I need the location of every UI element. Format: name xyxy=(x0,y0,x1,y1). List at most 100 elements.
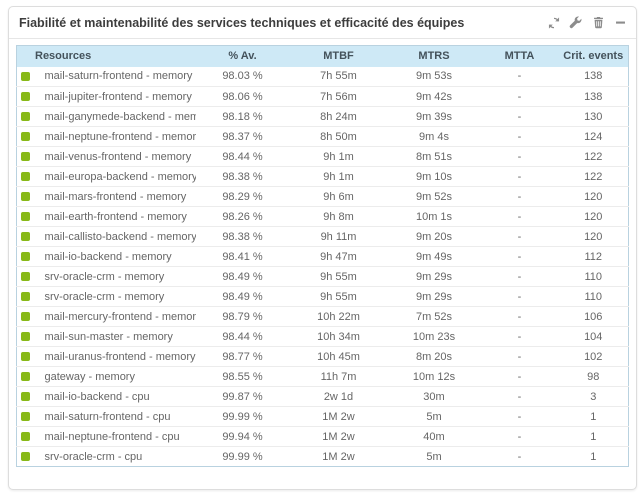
resource-name: mail-earth-frontend - memory xyxy=(42,206,196,227)
crit-events-value: 106 xyxy=(558,306,629,327)
status-ok-icon xyxy=(21,312,30,322)
table-body: mail-saturn-frontend - memory 98.03 % 7h… xyxy=(16,66,629,467)
availability-value: 98.77 % xyxy=(195,346,290,367)
table-row[interactable]: mail-europa-backend - memory 98.38 % 9h … xyxy=(16,166,629,187)
table-row[interactable]: mail-uranus-frontend - memory 98.77 % 10… xyxy=(16,346,629,367)
trash-icon[interactable] xyxy=(591,16,605,30)
status-cell xyxy=(16,106,43,127)
crit-events-value: 112 xyxy=(558,246,629,267)
status-cell xyxy=(16,206,43,227)
resource-name: mail-europa-backend - memory xyxy=(42,166,196,187)
table-row[interactable]: mail-saturn-frontend - memory 98.03 % 7h… xyxy=(16,66,629,87)
status-cell xyxy=(16,186,43,207)
table-row[interactable]: mail-neptune-frontend - memory 98.37 % 8… xyxy=(16,126,629,147)
mtta-value: - xyxy=(480,266,559,287)
mtrs-value: 9m 42s xyxy=(387,86,481,107)
mtbf-value: 10h 22m xyxy=(289,306,388,327)
mtrs-value: 5m xyxy=(387,406,481,427)
mtrs-value: 9m 10s xyxy=(387,166,481,187)
status-ok-icon xyxy=(21,372,30,382)
resource-name: mail-saturn-frontend - memory xyxy=(42,66,196,87)
availability-value: 98.06 % xyxy=(195,86,290,107)
mtta-value: - xyxy=(517,450,522,463)
availability-value: 98.55 % xyxy=(195,366,290,387)
status-ok-icon xyxy=(21,332,30,342)
col-header-crit-events[interactable]: Crit. events xyxy=(558,45,629,67)
crit-events-value: 138 xyxy=(558,86,629,107)
availability-value: 98.49 % xyxy=(195,286,290,307)
status-cell xyxy=(16,366,43,387)
table-row[interactable]: mail-mars-frontend - memory 98.29 % 9h 6… xyxy=(16,186,629,207)
crit-events-value: 104 xyxy=(558,326,629,347)
availability-value: 98.49 % xyxy=(195,266,290,287)
mtbf-value: 9h 47m xyxy=(289,246,388,267)
table-row[interactable]: mail-ganymede-backend - memory 98.18 % 8… xyxy=(16,106,629,127)
crit-events-value: 1 xyxy=(558,426,629,447)
col-header-resources[interactable]: Resources xyxy=(16,45,196,67)
table-row[interactable]: srv-oracle-crm - cpu 99.99 % 1M 2w 5m - … xyxy=(17,447,629,467)
mtrs-value: 10m 1s xyxy=(387,206,481,227)
mtta-value: - xyxy=(480,86,559,107)
status-cell xyxy=(16,386,43,407)
resource-name: mail-neptune-frontend - cpu xyxy=(42,426,196,447)
col-header-mtbf[interactable]: MTBF xyxy=(289,45,388,67)
mtrs-value: 8m 20s xyxy=(387,346,481,367)
availability-value: 99.87 % xyxy=(195,386,290,407)
resource-name: srv-oracle-crm - cpu xyxy=(44,450,143,463)
mtta-value: - xyxy=(480,246,559,267)
mtta-value: - xyxy=(480,326,559,347)
mtrs-value: 9m 29s xyxy=(387,266,481,287)
collapse-icon[interactable] xyxy=(613,16,627,30)
table-row[interactable]: mail-jupiter-frontend - memory 98.06 % 7… xyxy=(16,86,629,107)
resource-name: mail-io-backend - memory xyxy=(42,246,196,267)
table-row[interactable]: mail-mercury-frontend - memory 98.79 % 1… xyxy=(16,306,629,327)
mtta-value: - xyxy=(480,126,559,147)
availability-value: 98.38 % xyxy=(195,226,290,247)
table-row[interactable]: mail-saturn-frontend - cpu 99.99 % 1M 2w… xyxy=(16,406,629,427)
table-header-row: Resources % Av. MTBF MTRS MTTA Crit. eve… xyxy=(16,45,629,67)
table-row[interactable]: mail-neptune-frontend - cpu 99.94 % 1M 2… xyxy=(16,426,629,447)
table-row[interactable]: mail-callisto-backend - memory 98.38 % 9… xyxy=(16,226,629,247)
table-row[interactable]: srv-oracle-crm - memory 98.49 % 9h 55m 9… xyxy=(16,266,629,287)
crit-events-value: 110 xyxy=(558,266,629,287)
table-row[interactable]: mail-io-backend - memory 98.41 % 9h 47m … xyxy=(16,246,629,267)
status-cell xyxy=(16,326,43,347)
table-row[interactable]: srv-oracle-crm - memory 98.49 % 9h 55m 9… xyxy=(16,286,629,307)
status-ok-icon xyxy=(21,212,30,222)
wrench-icon[interactable] xyxy=(569,15,583,30)
mtta-value: - xyxy=(480,226,559,247)
status-ok-icon xyxy=(21,432,30,442)
table-row[interactable]: mail-io-backend - cpu 99.87 % 2w 1d 30m … xyxy=(16,386,629,407)
resource-name: mail-jupiter-frontend - memory xyxy=(42,86,196,107)
col-header-mtrs[interactable]: MTRS xyxy=(387,45,481,67)
availability-value: 98.29 % xyxy=(195,186,290,207)
status-ok-icon xyxy=(21,71,30,81)
widget-body: Resources % Av. MTBF MTRS MTTA Crit. eve… xyxy=(9,39,636,473)
crit-events-value: 120 xyxy=(558,226,629,247)
crit-events-value: 138 xyxy=(558,66,629,87)
status-cell xyxy=(17,447,43,467)
status-ok-icon xyxy=(21,192,30,202)
mtta-value: - xyxy=(480,286,559,307)
resource-name: mail-callisto-backend - memory xyxy=(42,226,196,247)
table-row[interactable]: gateway - memory 98.55 % 11h 7m 10m 12s … xyxy=(16,366,629,387)
resource-name: mail-venus-frontend - memory xyxy=(42,146,196,167)
col-header-mtta[interactable]: MTTA xyxy=(480,45,559,67)
col-header-availability[interactable]: % Av. xyxy=(195,45,290,67)
table-row[interactable]: mail-sun-master - memory 98.44 % 10h 34m… xyxy=(16,326,629,347)
crit-events-value: 122 xyxy=(558,166,629,187)
status-cell xyxy=(16,126,43,147)
status-ok-icon xyxy=(21,132,30,142)
status-ok-icon xyxy=(21,112,30,122)
mtta-value: - xyxy=(480,206,559,227)
mtbf-value: 7h 55m xyxy=(289,66,388,87)
status-cell xyxy=(16,66,43,87)
crit-events-value: 1 xyxy=(590,450,597,463)
resource-name: srv-oracle-crm - memory xyxy=(42,266,196,287)
refresh-icon[interactable] xyxy=(547,16,561,30)
crit-events-value: 98 xyxy=(558,366,629,387)
crit-events-value: 3 xyxy=(558,386,629,407)
table-row[interactable]: mail-venus-frontend - memory 98.44 % 9h … xyxy=(16,146,629,167)
table-row[interactable]: mail-earth-frontend - memory 98.26 % 9h … xyxy=(16,206,629,227)
crit-events-value: 1 xyxy=(558,406,629,427)
